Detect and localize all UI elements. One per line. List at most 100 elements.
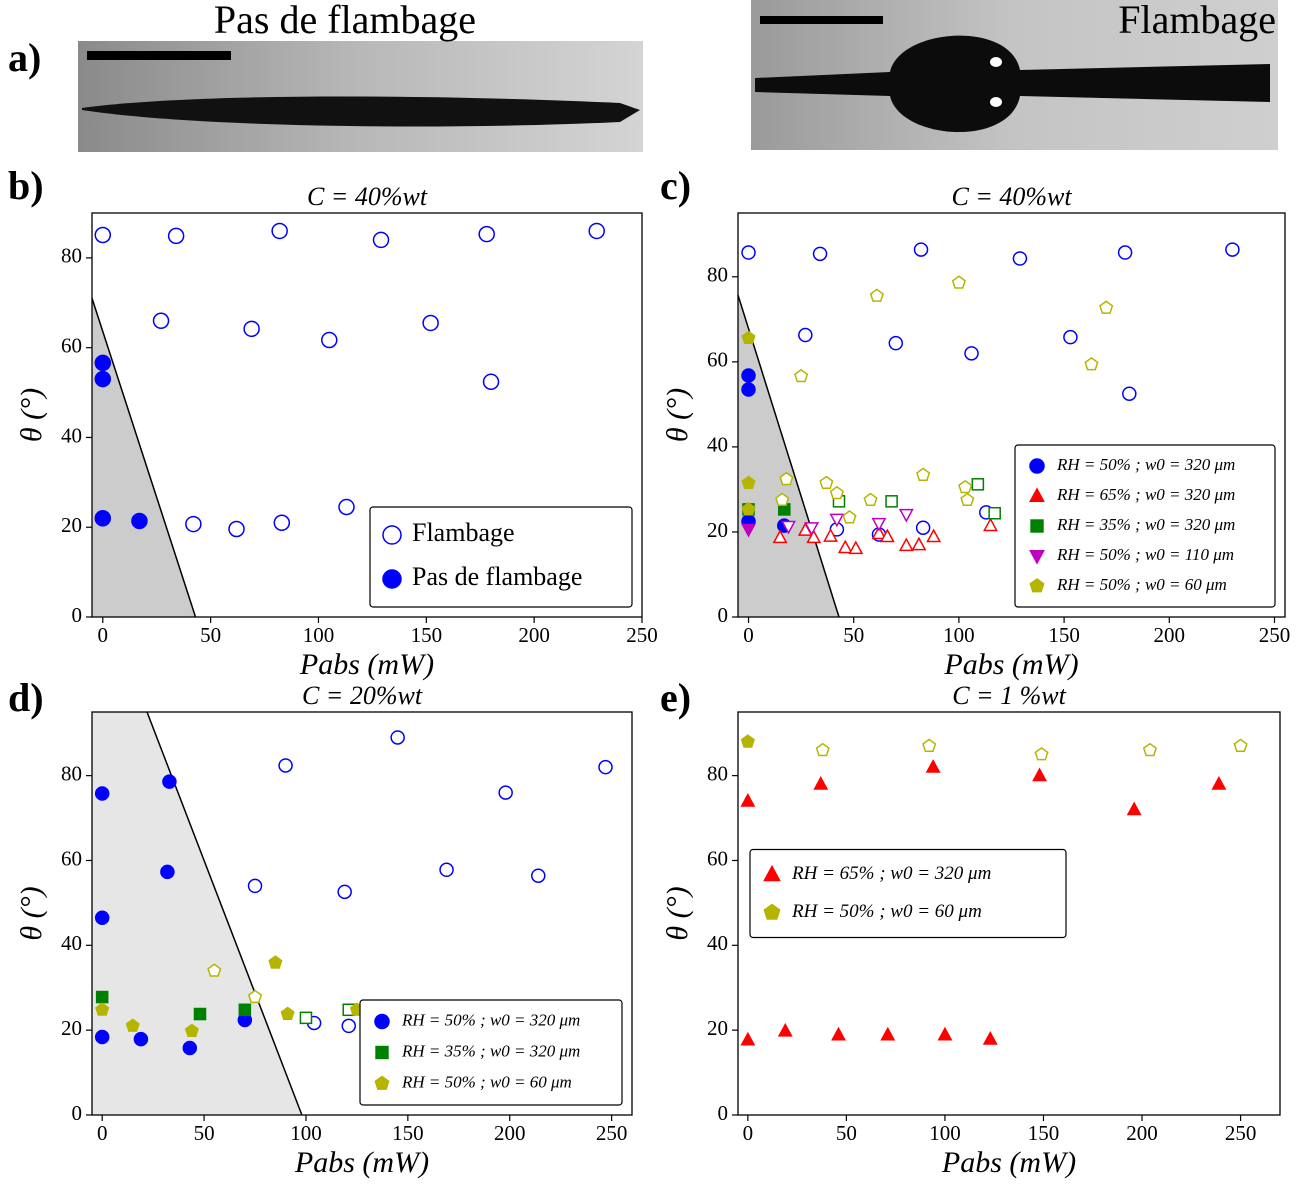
point — [898, 508, 914, 523]
legend-marker — [382, 569, 402, 589]
point — [880, 1026, 896, 1041]
point — [207, 963, 222, 977]
legend-label: RH = 35% ; w0 = 320 μm — [401, 1041, 580, 1060]
point — [798, 327, 813, 343]
points — [94, 222, 605, 538]
y-tick-label: 0 — [718, 1101, 729, 1125]
point — [842, 510, 857, 524]
point — [848, 540, 864, 555]
point — [823, 528, 839, 542]
point — [922, 738, 937, 752]
y-tick-label: 0 — [72, 603, 83, 627]
point — [913, 242, 929, 257]
legend-marker — [1029, 487, 1045, 502]
point — [238, 1003, 252, 1017]
point — [531, 868, 546, 883]
point — [243, 320, 260, 338]
point — [133, 1031, 149, 1047]
legend-label: RH = 50% ; w0 = 60 μm — [791, 901, 982, 922]
point — [247, 989, 263, 1004]
point — [94, 354, 112, 372]
point — [94, 370, 112, 388]
legend-box — [1014, 444, 1276, 608]
x-tick-label: 150 — [392, 1121, 424, 1145]
x-tick-label: 200 — [1154, 623, 1186, 647]
point — [741, 368, 756, 383]
y-tick-label: 80 — [707, 761, 728, 785]
legend-label: RH = 65% ; w0 = 320 μm — [1056, 485, 1235, 504]
point — [247, 878, 263, 894]
point — [777, 1022, 793, 1037]
point — [741, 475, 756, 490]
point — [1122, 386, 1137, 401]
y-tick-label: 40 — [707, 931, 728, 955]
chart-panel: 0 50 100 150 200 250 0 20 40 60 80 C = 40%wt Pabs (m… — [660, 163, 1290, 681]
points — [94, 730, 613, 1056]
legend-marker — [1029, 578, 1045, 593]
point — [1117, 245, 1133, 260]
point — [299, 1011, 313, 1025]
point — [871, 517, 887, 532]
points — [741, 242, 1240, 555]
legend: RH = 50% ; w0 = 320 μm RH = 65% ; w0 = 32… — [1014, 444, 1276, 608]
point — [885, 495, 898, 508]
x-tick-label: 100 — [303, 623, 335, 647]
point — [321, 331, 338, 349]
y-axis-label: θ (°) — [661, 388, 694, 442]
image-title: Pas de flambage — [214, 0, 476, 42]
point — [937, 1026, 953, 1041]
point — [338, 498, 355, 516]
legend-box — [369, 506, 633, 608]
highlight — [990, 57, 1002, 67]
legend-label: RH = 35% ; w0 = 320 μm — [1056, 515, 1235, 534]
x-tick-label: 100 — [290, 1121, 322, 1145]
point — [182, 1040, 198, 1056]
highlight — [990, 97, 1002, 107]
legend-marker — [382, 525, 402, 545]
point — [588, 222, 605, 240]
point — [898, 537, 914, 552]
x-tick-label: 250 — [1259, 623, 1291, 647]
legend-label: RH = 50% ; w0 = 320 μm — [401, 1010, 580, 1029]
point — [988, 506, 1001, 520]
point — [1126, 801, 1142, 816]
x-tick-label: 50 — [843, 623, 864, 647]
chart-panel: 0 50 100 150 200 250 0 20 40 60 80 C = 40%wt Pabs (m… — [8, 163, 658, 681]
point — [794, 368, 809, 383]
fiber-shape — [82, 96, 640, 127]
point — [741, 382, 756, 397]
point — [1034, 746, 1049, 761]
legend-label: RH = 50% ; w0 = 320 μm — [1056, 455, 1235, 474]
chart-title: C = 40%wt — [951, 182, 1072, 211]
panel-label: a) — [8, 35, 41, 80]
point — [94, 509, 112, 527]
points — [740, 734, 1248, 1046]
point — [775, 492, 790, 507]
legend: RH = 50% ; w0 = 320 μm RH = 35% ; w0 = 32… — [359, 999, 623, 1106]
point — [982, 1030, 998, 1045]
point — [741, 501, 756, 516]
point — [1225, 242, 1240, 257]
point — [1211, 776, 1227, 790]
x-tick-label: 200 — [494, 1121, 526, 1145]
panel-label: b) — [8, 163, 44, 208]
region-boundary — [737, 294, 840, 618]
point — [1063, 329, 1078, 345]
x-tick-label: 200 — [1126, 1121, 1158, 1145]
y-axis-label: θ (°) — [15, 886, 48, 940]
point — [741, 245, 756, 260]
point — [779, 471, 794, 486]
point — [916, 467, 931, 481]
x-tick-label: 100 — [943, 623, 975, 647]
x-tick-label: 150 — [1048, 623, 1080, 647]
y-tick-label: 80 — [61, 244, 82, 268]
point — [781, 520, 796, 535]
point — [152, 312, 170, 329]
point — [185, 515, 202, 533]
point — [341, 1018, 357, 1034]
y-tick-label: 60 — [707, 846, 728, 870]
plot-frame — [737, 711, 1281, 1116]
point — [273, 514, 291, 531]
y-tick-label: 0 — [72, 1101, 83, 1125]
